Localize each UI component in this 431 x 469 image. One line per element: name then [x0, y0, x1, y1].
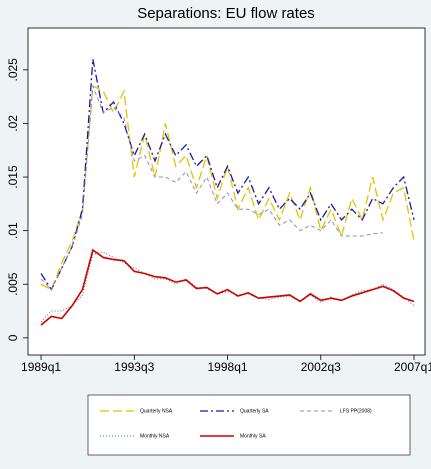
- y-tick-label: .02: [6, 115, 20, 132]
- legend-label: Monthly SA: [240, 433, 266, 439]
- legend-label: Monthly NSA: [140, 433, 170, 439]
- y-tick-label: .015: [6, 165, 20, 189]
- x-tick-label: 2007q1: [394, 360, 431, 374]
- x-tick-label: 2002q3: [301, 360, 341, 374]
- y-tick-label: .025: [6, 58, 20, 82]
- x-tick-label: 1989q1: [21, 360, 61, 374]
- plot-area: [27, 27, 426, 356]
- legend-label: LFS PP(2008): [340, 408, 372, 414]
- x-tick-label: 1993q3: [114, 360, 154, 374]
- legend-label: Quarterly NSA: [140, 408, 173, 414]
- legend-box: [87, 394, 411, 456]
- y-tick-label: .005: [6, 272, 20, 296]
- y-tick-label: 0: [6, 334, 20, 341]
- series-line: [40, 248, 415, 326]
- legend-label: Quarterly SA: [240, 408, 269, 414]
- chart-title: Separations: EU flow rates: [137, 5, 315, 22]
- x-tick-label: 1998q1: [208, 360, 248, 374]
- series-line: [40, 85, 383, 291]
- y-tick-label: .01: [6, 222, 20, 239]
